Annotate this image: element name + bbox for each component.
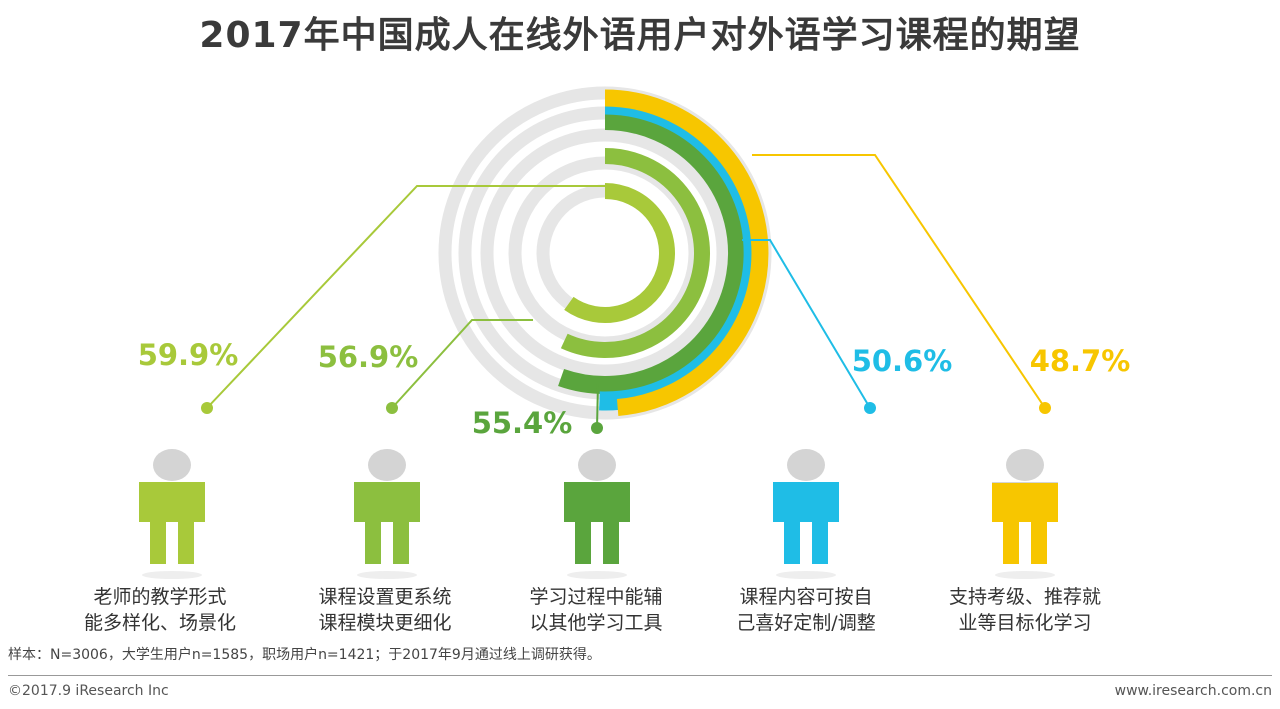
sample-footnote: 样本：N=3006，大学生用户n=1585，职场用户n=1421；于2017年9… xyxy=(8,647,601,663)
category-label-line: 课程设置更系统 xyxy=(318,586,452,608)
leader-dot xyxy=(201,402,213,414)
person-figure-icon xyxy=(564,449,630,579)
leader-dot xyxy=(591,422,603,434)
leader-line xyxy=(391,319,533,409)
data-label: 55.4% xyxy=(471,406,573,440)
series-arc xyxy=(558,112,746,394)
category-label-line: 支持考级、推荐就 xyxy=(948,586,1101,608)
category-label: 支持考级、推荐就 业等目标化学习 xyxy=(930,584,1120,636)
category-label-line: 己喜好定制/调整 xyxy=(736,612,876,634)
category-label-line: 学习过程中能辅 xyxy=(529,586,663,608)
category-label-line: 能多样化、场景化 xyxy=(83,612,236,634)
website-url: www.iresearch.com.cn xyxy=(1114,683,1272,699)
category-label: 课程内容可按自 己喜好定制/调整 xyxy=(711,584,901,636)
category-label-line: 业等目标化学习 xyxy=(958,612,1092,634)
data-label: 50.6% xyxy=(851,344,953,378)
person-figure-icon xyxy=(992,449,1058,579)
leader-dot xyxy=(864,402,876,414)
leader-line xyxy=(752,154,1046,409)
series-arc xyxy=(564,183,675,323)
data-label: 48.7% xyxy=(1029,344,1131,378)
copyright-text: ©2017.9 iResearch Inc xyxy=(8,683,169,699)
category-label-line: 课程内容可按自 xyxy=(739,586,873,608)
leader-line xyxy=(742,239,871,409)
ring-track xyxy=(480,128,730,378)
category-label-line: 老师的教学形式 xyxy=(93,586,227,608)
leader-dot xyxy=(1039,402,1051,414)
leader-dot xyxy=(386,402,398,414)
chart-title: 2017年中国成人在线外语用户对外语学习课程的期望 xyxy=(199,15,1081,56)
category-label: 学习过程中能辅 以其他学习工具 xyxy=(501,584,691,636)
category-label-line: 以其他学习工具 xyxy=(529,612,663,634)
data-label: 59.9% xyxy=(137,338,239,372)
person-figure-icon xyxy=(139,449,205,579)
series-arc xyxy=(604,89,769,416)
category-label: 老师的教学形式 能多样化、场景化 xyxy=(65,584,255,636)
leader-line xyxy=(596,382,599,429)
leader-line xyxy=(206,185,605,409)
person-figure-icon xyxy=(773,449,839,579)
person-figure-icon xyxy=(354,449,420,579)
category-label: 课程设置更系统 课程模块更细化 xyxy=(290,584,480,636)
category-label-line: 课程模块更细化 xyxy=(318,612,452,634)
data-label: 56.9% xyxy=(317,340,419,374)
footer-divider xyxy=(8,675,1272,676)
series-arc xyxy=(560,148,710,358)
